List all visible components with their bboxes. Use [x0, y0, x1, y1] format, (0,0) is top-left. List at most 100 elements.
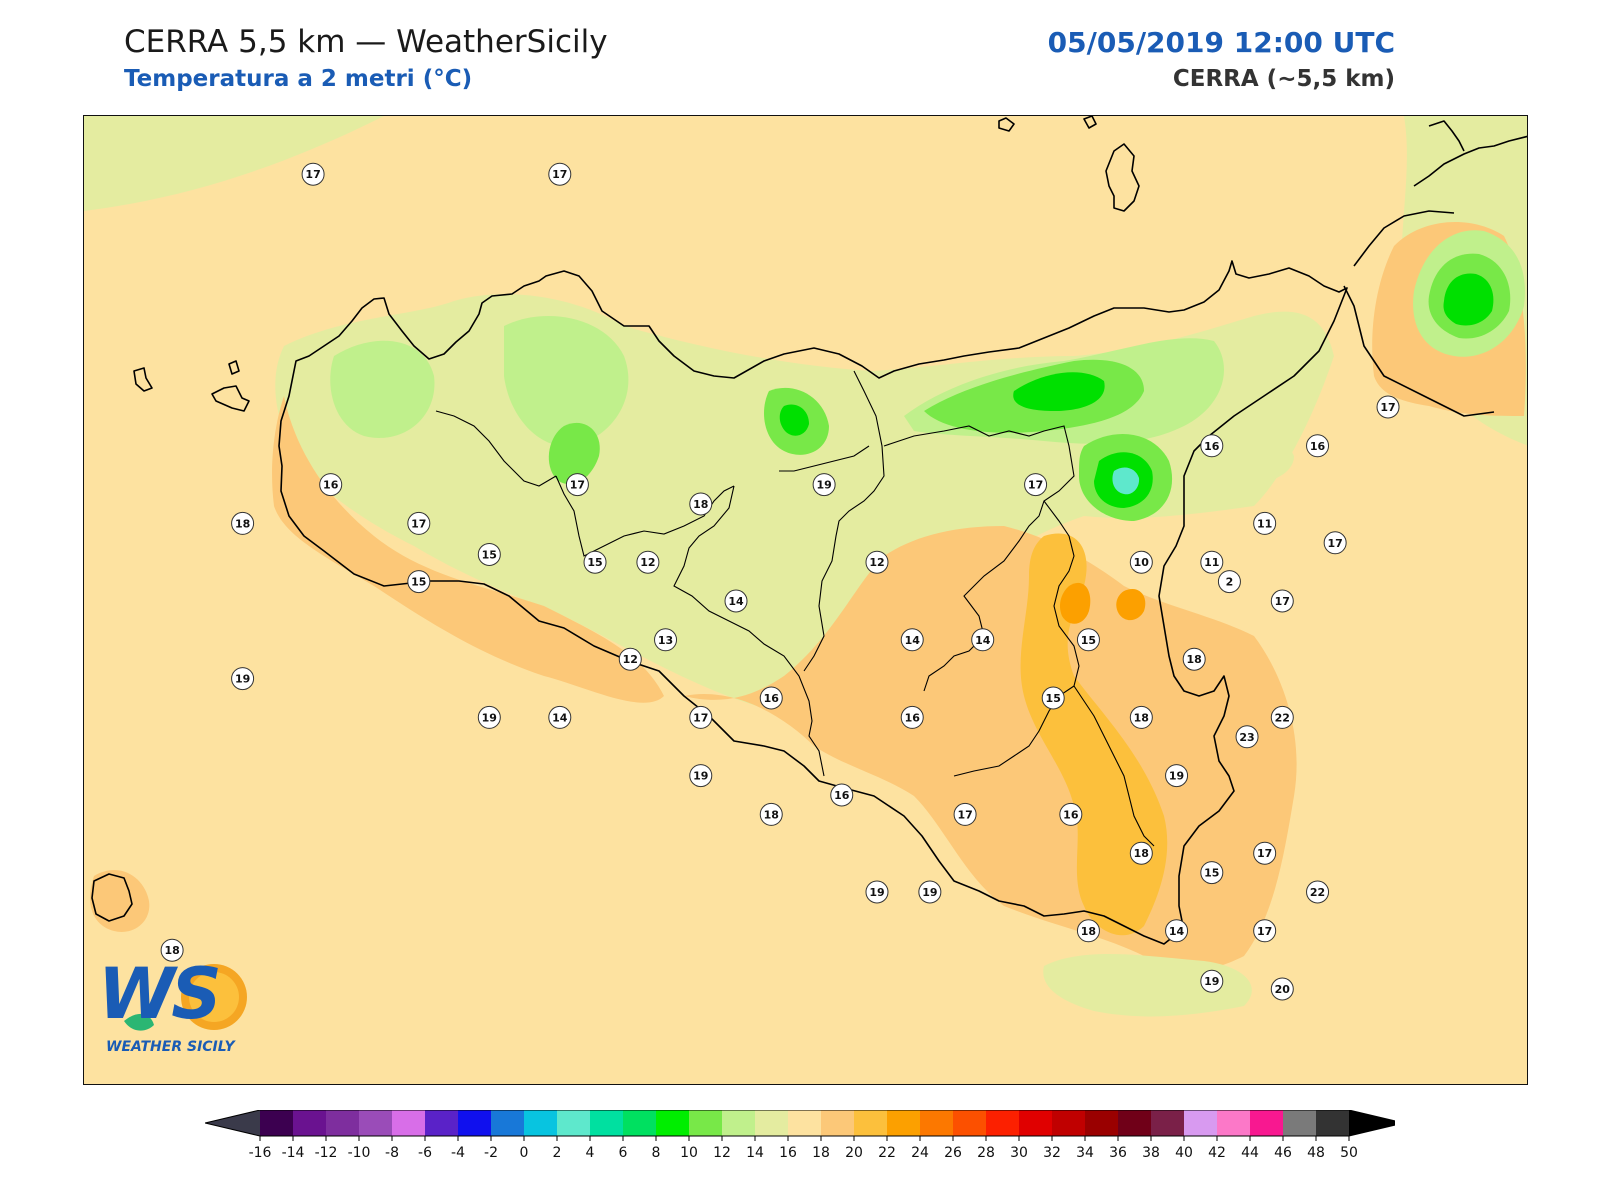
colorbar-tick-label: 48	[1307, 1145, 1325, 1161]
colorbar-tick-label: 40	[1175, 1145, 1193, 1161]
station-value: 11	[1204, 556, 1219, 569]
station-value: 19	[922, 886, 937, 899]
station-value: 17	[1380, 401, 1395, 414]
station-marker	[1200, 550, 1224, 574]
colorbar-tick-label: 30	[1010, 1145, 1028, 1161]
map-subtitle: Temperatura a 2 metri (°C)	[124, 66, 473, 92]
temperature-field	[84, 116, 1527, 1017]
station-label: 18	[160, 938, 184, 962]
colorbar-graphic: -16 -14 -12 -10 -8 -6 -4 -2 0 2 4 6 8 10 12 14 16 18 20 22 2…	[204, 1109, 1405, 1161]
station-label: 17	[1376, 395, 1400, 419]
colorbar-tick-label: 36	[1109, 1145, 1127, 1161]
station-value: 16	[323, 479, 339, 492]
colorbar-swatch	[392, 1110, 426, 1136]
station-value: 17	[1275, 595, 1290, 608]
station-label: 15	[1200, 861, 1224, 885]
station-value: 10	[1134, 556, 1150, 569]
logo-graphic	[124, 964, 247, 1031]
station-label: 16	[319, 473, 343, 497]
colorbar-swatch	[458, 1110, 492, 1136]
station-label: 14	[971, 628, 995, 652]
station-marker	[1270, 977, 1294, 1001]
station-value: 19	[235, 673, 250, 686]
station-value: 19	[693, 770, 708, 783]
station-label: 15	[1041, 686, 1065, 710]
station-marker	[1235, 725, 1259, 749]
station-marker	[689, 705, 713, 729]
station-value: 15	[411, 576, 426, 589]
colorbar-swatch	[920, 1110, 954, 1136]
station-label: 11	[1200, 550, 1224, 574]
station-value: 23	[1239, 731, 1254, 744]
colorbar-swatch	[590, 1110, 624, 1136]
station-value: 19	[482, 711, 497, 724]
colorbar-swatch	[260, 1110, 294, 1136]
station-marker	[231, 667, 255, 691]
station-value: 19	[1204, 975, 1219, 988]
station-labels: 17 17 16 18 17 15 15 19 19 14 12 13 14 17 18 15 12 19 12 17…	[160, 162, 1400, 1001]
colorbar-tick-label: -2	[484, 1145, 498, 1161]
station-value: 12	[623, 653, 638, 666]
station-value: 11	[1257, 517, 1272, 530]
station-value: 17	[570, 479, 585, 492]
station-marker	[1129, 550, 1153, 574]
station-label: 16	[900, 705, 924, 729]
station-marker	[900, 628, 924, 652]
station-marker	[1129, 705, 1153, 729]
station-label: 17	[565, 473, 589, 497]
station-label: 22	[1306, 880, 1330, 904]
station-label: 19	[1200, 969, 1224, 993]
colorbar-tick-label: 14	[746, 1145, 764, 1161]
station-marker	[1253, 919, 1277, 943]
station-marker	[160, 938, 184, 962]
colorbar-swatch	[1316, 1110, 1350, 1136]
station-value: 14	[728, 595, 744, 608]
coastline	[91, 116, 1527, 945]
station-label: 18	[1182, 647, 1206, 671]
station-marker	[865, 880, 889, 904]
station-value: 2	[1226, 576, 1234, 589]
station-label: 15	[407, 570, 431, 594]
colorbar-tick-label: 10	[680, 1145, 698, 1161]
colorbar-swatch	[953, 1110, 987, 1136]
station-marker	[583, 550, 607, 574]
colorbar-tick-label: -10	[348, 1145, 371, 1161]
station-label: 16	[830, 783, 854, 807]
station-label: 14	[1165, 919, 1189, 943]
station-marker	[759, 802, 783, 826]
colorbar-tick-label: 0	[520, 1145, 529, 1161]
station-marker	[1129, 841, 1153, 865]
colorbar-tick-label: 16	[779, 1145, 797, 1161]
colorbar-swatch	[854, 1110, 888, 1136]
colorbar: -16 -14 -12 -10 -8 -6 -4 -2 0 2 4 6 8 10 12 14 16 18 20 22 2…	[204, 1109, 1405, 1174]
station-marker	[407, 570, 431, 594]
colorbar-tick-label: 4	[586, 1145, 595, 1161]
station-label: 17	[1323, 531, 1347, 555]
station-marker	[1200, 969, 1224, 993]
station-value: 18	[693, 498, 708, 511]
station-marker	[953, 802, 977, 826]
colorbar-swatch	[524, 1110, 558, 1136]
station-value: 15	[1081, 634, 1096, 647]
valid-datetime: 05/05/2019 12:00 UTC	[1047, 26, 1395, 59]
station-label: 16	[1059, 802, 1083, 826]
station-value: 16	[1063, 808, 1079, 821]
station-marker	[477, 542, 501, 566]
station-label: 13	[654, 628, 678, 652]
station-label: 19	[918, 880, 942, 904]
station-marker	[1270, 705, 1294, 729]
station-value: 17	[552, 168, 567, 181]
colorbar-swatch	[1085, 1110, 1119, 1136]
station-marker	[1024, 473, 1048, 497]
station-label: 18	[689, 492, 713, 516]
station-label: 18	[1129, 705, 1153, 729]
colorbar-swatch	[293, 1110, 327, 1136]
station-value: 18	[1187, 653, 1202, 666]
colorbar-tick-label: 18	[812, 1145, 830, 1161]
station-label: 10	[1129, 550, 1153, 574]
station-label: 18	[231, 511, 255, 535]
map-title: CERRA 5,5 km — WeatherSicily	[124, 24, 608, 60]
colorbar-swatch	[326, 1110, 360, 1136]
station-label: 2	[1217, 570, 1241, 594]
station-marker	[689, 764, 713, 788]
